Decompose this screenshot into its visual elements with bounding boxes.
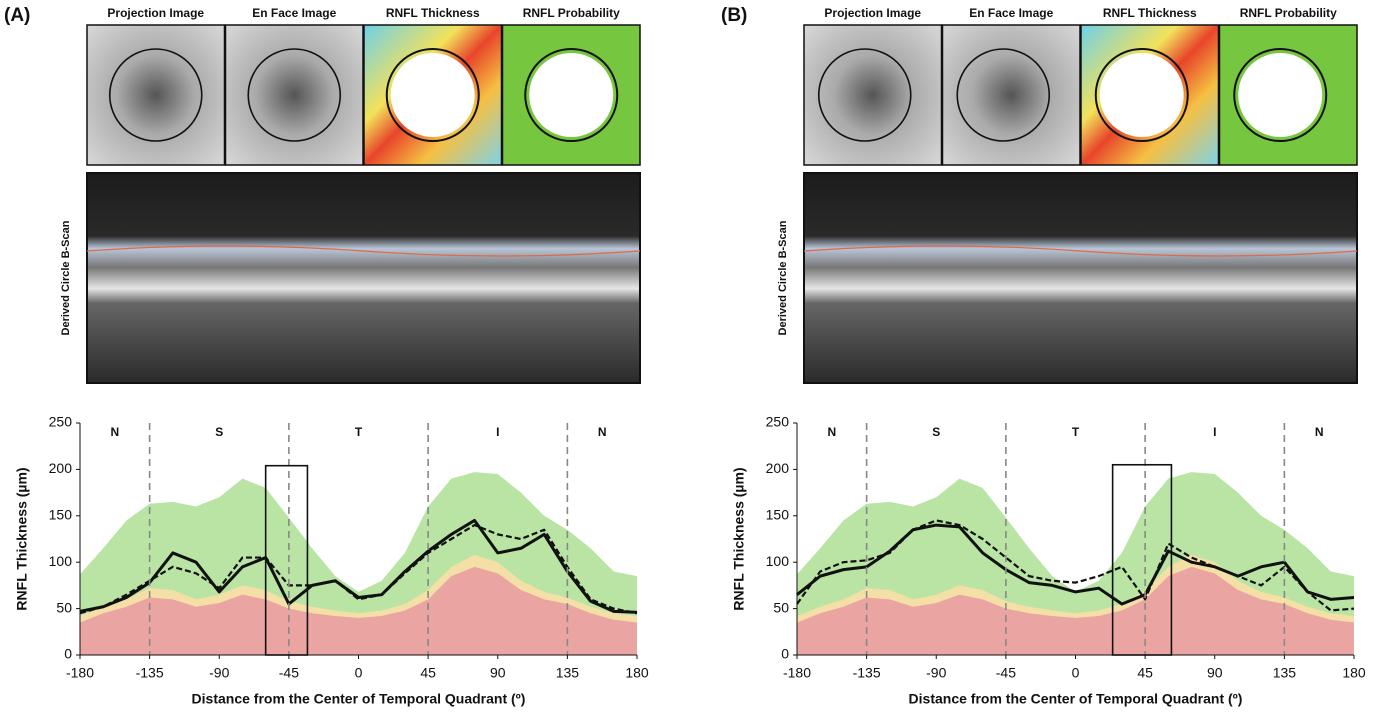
x-tick-label: -90: [209, 665, 229, 681]
image: [86, 24, 226, 166]
image-title: En Face Image: [252, 6, 336, 20]
scan-circle: [1094, 48, 1189, 142]
scan-circle: [956, 48, 1051, 142]
bscan: [803, 172, 1358, 384]
image: [803, 24, 943, 166]
x-tick-label: -45: [996, 665, 1016, 681]
x-tick-label: 135: [556, 665, 580, 681]
y-tick-label: 0: [64, 646, 72, 662]
image-title: RNFL Thickness: [1103, 6, 1197, 20]
x-tick-label: -45: [279, 665, 299, 681]
sector-label: N: [827, 425, 836, 439]
bscan: [86, 172, 641, 384]
image: [941, 24, 1081, 166]
norm-band: [80, 566, 637, 655]
image-title: RNFL Probability: [523, 6, 620, 20]
rnfl-line: [796, 523, 1355, 606]
fellow-eye-line: [79, 523, 638, 615]
sector-label: N: [110, 425, 119, 439]
x-tick-label: 45: [420, 665, 436, 681]
sector-label: N: [1315, 425, 1324, 439]
image-title: Projection Image: [824, 6, 921, 20]
y-tick-label: 50: [56, 599, 72, 615]
panel-label: (B): [721, 5, 747, 26]
y-tick-label: 200: [49, 460, 73, 476]
y-tick-label: 0: [781, 646, 789, 662]
image-title: RNFL Probability: [1240, 6, 1337, 20]
x-axis-label: Distance from the Center of Temporal Qua…: [192, 691, 526, 707]
scan-circle: [524, 48, 619, 142]
x-tick-label: 180: [625, 665, 649, 681]
x-tick-label: 90: [490, 665, 506, 681]
y-tick-label: 150: [766, 507, 790, 523]
image-title: En Face Image: [969, 6, 1053, 20]
image-title: RNFL Thickness: [386, 6, 480, 20]
fellow-eye-line: [796, 519, 1355, 612]
disc: [1099, 53, 1184, 137]
y-tick-label: 250: [49, 414, 73, 430]
x-axis-label: Distance from the Center of Temporal Qua…: [909, 691, 1243, 707]
disc: [1238, 53, 1323, 137]
x-tick-label: -180: [66, 665, 94, 681]
disc: [529, 53, 614, 137]
x-tick-label: 45: [1137, 665, 1153, 681]
x-tick-label: -135: [136, 665, 164, 681]
y-tick-label: 200: [766, 460, 790, 476]
y-tick-label: 250: [766, 414, 790, 430]
disc: [390, 53, 475, 137]
y-tick-label: 100: [49, 553, 73, 569]
sector-label: N: [598, 425, 607, 439]
y-tick-label: 50: [773, 599, 789, 615]
x-tick-label: 90: [1207, 665, 1223, 681]
scan-circle: [817, 48, 912, 142]
y-tick-label: 150: [49, 507, 73, 523]
x-tick-label: -180: [783, 665, 811, 681]
scan-circle: [385, 48, 480, 142]
x-tick-label: 135: [1273, 665, 1297, 681]
x-tick-label: 180: [1342, 665, 1366, 681]
norm-band: [797, 566, 1354, 655]
bscan-label: Derived Circle B-Scan: [777, 220, 789, 335]
sector-label: I: [496, 425, 499, 439]
sector-label: T: [355, 425, 363, 439]
x-tick-label: 0: [1072, 665, 1080, 681]
scan-circle: [247, 48, 342, 142]
sector-label: S: [932, 425, 940, 439]
rnfl-boundary: [86, 245, 641, 257]
rnfl-boundary: [803, 245, 1358, 257]
panel-label: (A): [4, 5, 30, 26]
bscan-label: Derived Circle B-Scan: [60, 220, 72, 335]
x-tick-label: -90: [926, 665, 946, 681]
y-axis-label: RNFL Thickness (µm): [731, 467, 747, 610]
rnfl-line: [79, 518, 638, 614]
sector-label: S: [215, 425, 223, 439]
scan-circle: [1233, 48, 1328, 142]
y-tick-label: 100: [766, 553, 790, 569]
image: [224, 24, 364, 166]
scan-circle: [108, 48, 203, 142]
image-title: Projection Image: [107, 6, 204, 20]
x-tick-label: 0: [355, 665, 363, 681]
sector-label: T: [1072, 425, 1080, 439]
sector-label: I: [1213, 425, 1216, 439]
x-tick-label: -135: [853, 665, 881, 681]
y-axis-label: RNFL Thickness (µm): [14, 467, 30, 610]
